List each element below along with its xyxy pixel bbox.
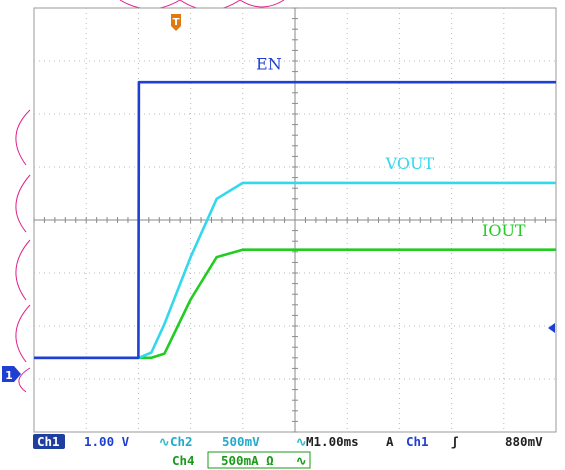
trigger-position-marker: T [171,14,181,31]
trigger-source: Ch1 [406,434,429,449]
graticule [33,7,557,433]
trigger-level: 880mV [505,434,543,449]
ch4-scale: 500mA Ω [221,453,274,468]
trace-labels: EN VOUT IOUT [256,54,526,239]
trigger-slope-icon: ʃ [451,434,459,449]
ch4-scale-box [207,451,311,469]
ground-reference-marker: 1 [2,366,21,382]
ch1-scale: 1.00 V [84,434,130,449]
ground-marker-number: 1 [5,369,13,382]
ch2-scale: 500mV [222,434,260,449]
label-en: EN [256,54,282,73]
timebase: M1.00ms [306,434,359,449]
ch4-tag: Ch4 [172,453,195,468]
timebase-coupling-icon: ∿ [296,434,306,449]
trigger-marker-letter: T [173,17,180,28]
ch1-tag: Ch1 [37,434,60,449]
trigger-mode: A [386,434,394,449]
label-iout: IOUT [482,221,526,240]
trigger-level-arrow [548,323,555,333]
trace-en [34,80,556,360]
label-vout: VOUT [385,154,435,173]
ch2-coupling-icon: ∿ [159,434,169,449]
ch1-tag-background [33,434,65,449]
traces [34,80,556,360]
status-bar: Ch1 1.00 V ∿ Ch2 500mV ∿ M1.00ms A Ch1 ʃ… [33,434,543,469]
ch4-coupling-icon: ∿ [296,453,306,468]
ch2-tag: Ch2 [170,434,193,449]
